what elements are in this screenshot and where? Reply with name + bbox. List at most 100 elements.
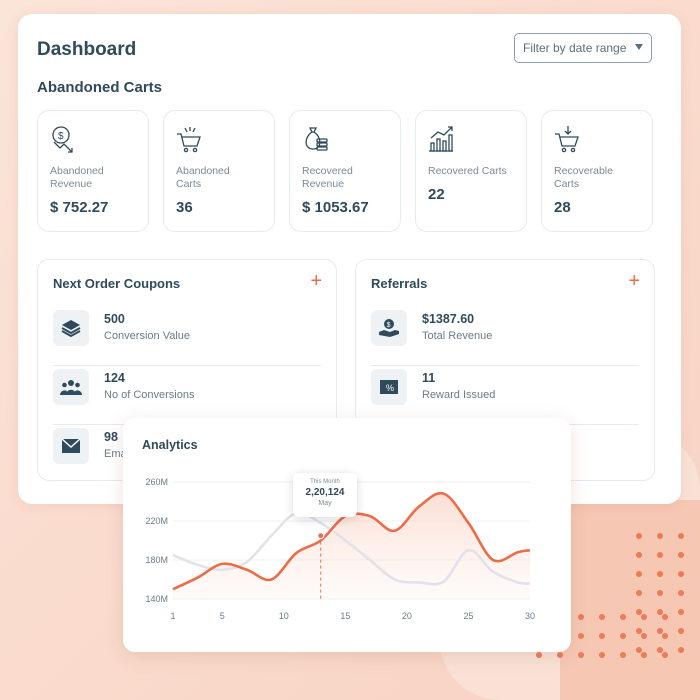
- stat-recovered-revenue[interactable]: Recovered Revenue $ 1053.67: [289, 110, 401, 232]
- stat-label: Recovered Revenue: [302, 165, 353, 190]
- dot: [657, 647, 663, 653]
- series-line-secondary: [172, 511, 531, 586]
- x-tick-label: 15: [340, 611, 350, 621]
- list-item[interactable]: 98 Ema: [53, 426, 321, 484]
- y-tick-label: 140M: [145, 594, 168, 604]
- dot: [599, 633, 605, 639]
- money-bag-icon: [305, 127, 328, 151]
- dot: [678, 590, 684, 596]
- dot: [662, 652, 668, 658]
- list-item[interactable]: 124 No of Conversions: [53, 367, 321, 425]
- dot: [641, 614, 647, 620]
- dot: [578, 633, 584, 639]
- dot: [620, 633, 626, 639]
- dot: [599, 652, 605, 658]
- users-icon: [53, 369, 89, 405]
- referrals-panel: Referrals + $ $1387.60 Total Revenue % 1…: [355, 259, 655, 481]
- x-tick-label: 25: [463, 611, 473, 621]
- y-tick-label: 260M: [145, 477, 168, 487]
- stat-recoverable-carts[interactable]: Recoverable Carts 28: [541, 110, 653, 232]
- row-value: 500: [104, 312, 125, 326]
- dot: [657, 609, 663, 615]
- x-tick-label: 10: [279, 611, 289, 621]
- dot: [557, 652, 563, 658]
- stat-abandoned-revenue[interactable]: $ Abandoned Revenue $ 752.27: [37, 110, 149, 232]
- stat-value: 28: [554, 199, 571, 216]
- stat-value: $ 752.27: [50, 199, 109, 216]
- highlight-point: [317, 532, 325, 540]
- envelope-icon: [53, 428, 89, 464]
- dot: [620, 652, 626, 658]
- list-item[interactable]: % 11 Reward Issued: [371, 367, 639, 425]
- dot: [657, 533, 663, 539]
- dot: [636, 571, 642, 577]
- dollar-down-icon: $: [52, 126, 73, 153]
- svg-text:$: $: [387, 322, 391, 329]
- list-item[interactable]: $ $1387.60 Total Revenue: [371, 308, 639, 366]
- dot: [620, 614, 626, 620]
- dot: [662, 614, 668, 620]
- dot: [657, 628, 663, 634]
- filter-label: Filter by date range: [523, 41, 627, 55]
- referrals-title: Referrals: [371, 276, 428, 291]
- layers-icon: [53, 310, 89, 346]
- dot: [536, 652, 542, 658]
- dot: [678, 571, 684, 577]
- dot: [678, 628, 684, 634]
- y-tick-label: 180M: [145, 555, 168, 565]
- add-coupon-button[interactable]: +: [310, 270, 322, 292]
- stat-label: Recovered Carts: [428, 165, 507, 177]
- voucher-icon: %: [371, 369, 407, 405]
- stat-value: 22: [428, 186, 445, 203]
- row-value: $1387.60: [422, 312, 475, 326]
- section-title: Abandoned Carts: [37, 79, 163, 96]
- dot: [636, 590, 642, 596]
- svg-text:%: %: [386, 383, 394, 393]
- stat-recovered-carts[interactable]: Recovered Carts 22: [415, 110, 527, 232]
- list-item[interactable]: 500 Conversion Value: [53, 308, 321, 366]
- dot: [641, 652, 647, 658]
- coupons-title: Next Order Coupons: [53, 276, 181, 291]
- x-tick-label: 20: [402, 611, 412, 621]
- dot: [641, 633, 647, 639]
- row-value: 124: [104, 371, 125, 385]
- dot: [636, 552, 642, 558]
- dot: [657, 571, 663, 577]
- stat-label: Abandoned Revenue: [50, 165, 104, 190]
- growth-chart-icon: [429, 126, 453, 152]
- chart-tooltip: This Month 2,20,124 May: [293, 473, 357, 517]
- add-referral-button[interactable]: +: [628, 270, 640, 292]
- stat-label: Abandoned Carts: [176, 165, 230, 190]
- caret-down-icon: [635, 44, 643, 50]
- x-tick-label: 30: [525, 611, 535, 621]
- dot: [678, 533, 684, 539]
- dot: [599, 614, 605, 620]
- tooltip-month: May: [318, 500, 332, 507]
- row-label: Reward Issued: [422, 389, 496, 401]
- analytics-card: Analytics 260M 220M 180M 140M 1 5 10 15 20 25 30 T…: [123, 418, 571, 652]
- dot: [678, 647, 684, 653]
- dot: [636, 609, 642, 615]
- dot: [662, 633, 668, 639]
- dot: [657, 552, 663, 558]
- row-label: Total Revenue: [422, 330, 493, 342]
- dot: [678, 552, 684, 558]
- stat-abandoned-carts[interactable]: Abandoned Carts 36: [163, 110, 275, 232]
- row-value: 98: [104, 430, 118, 444]
- svg-text:$: $: [58, 131, 64, 142]
- background-shape: [560, 500, 700, 700]
- cart-burst-icon: [177, 127, 201, 153]
- row-value: 11: [422, 371, 436, 385]
- cart-download-icon: [555, 126, 579, 153]
- tooltip-value: 2,20,124: [305, 487, 345, 498]
- dot: [636, 647, 642, 653]
- dot: [578, 652, 584, 658]
- dot: [578, 614, 584, 620]
- row-label: No of Conversions: [104, 389, 195, 401]
- dot: [678, 609, 684, 615]
- date-range-filter[interactable]: Filter by date range: [514, 33, 652, 63]
- stat-value: 36: [176, 199, 193, 216]
- analytics-title: Analytics: [142, 438, 198, 452]
- stat-value: $ 1053.67: [302, 199, 369, 216]
